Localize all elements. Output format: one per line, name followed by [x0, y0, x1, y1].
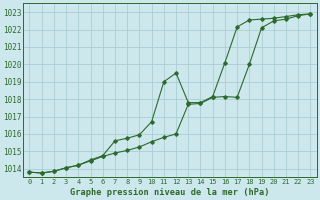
X-axis label: Graphe pression niveau de la mer (hPa): Graphe pression niveau de la mer (hPa): [70, 188, 270, 197]
